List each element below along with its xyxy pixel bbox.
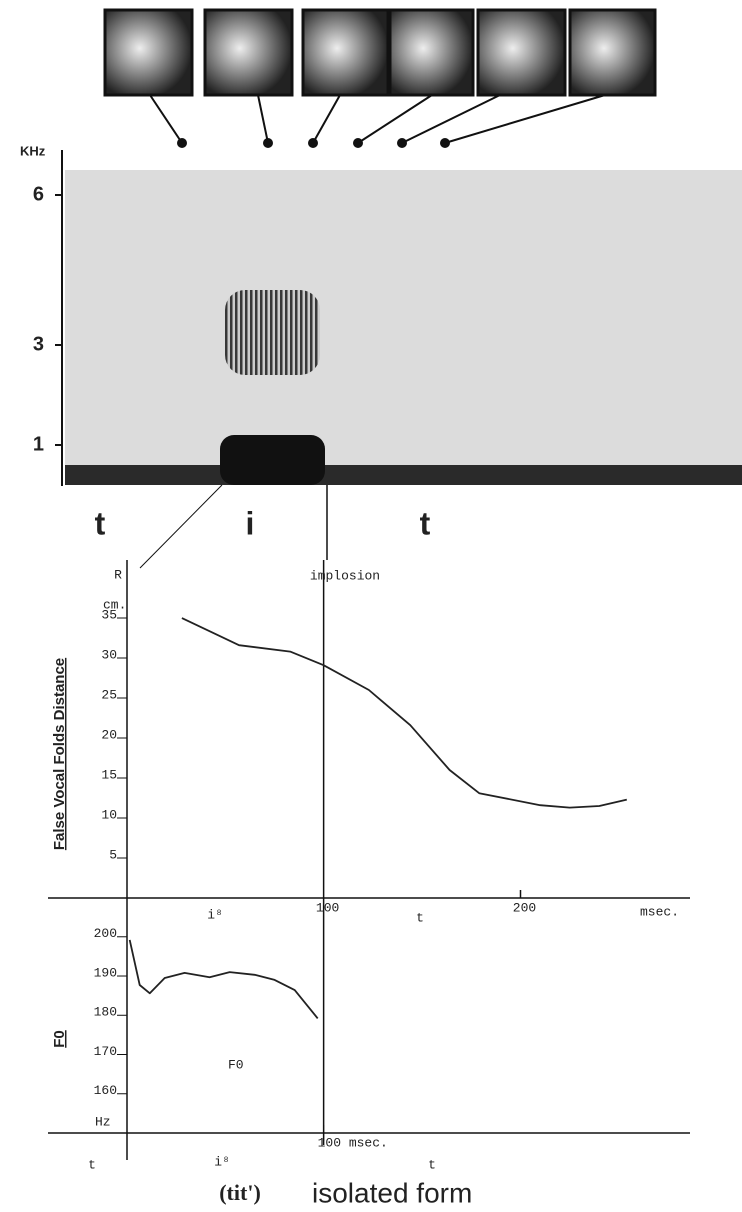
voicing-bar (220, 435, 325, 485)
annotation: implosion (310, 568, 380, 583)
phase-label: i⁸ (214, 1154, 230, 1169)
y-tick-label: 30 (101, 647, 117, 662)
spectrogram-background (65, 170, 742, 485)
y-unit: cm. (103, 597, 126, 612)
frame (568, 8, 657, 97)
y-tick-label: 1 (33, 433, 44, 455)
y-axis-label: False Vocal Folds Distance (51, 658, 68, 850)
frame-dots (177, 138, 450, 148)
phase-label: t (428, 1157, 436, 1172)
formant-region (225, 290, 320, 375)
frame (301, 8, 390, 97)
series-label: F0 (228, 1057, 244, 1072)
transcription: (tit') (219, 1180, 261, 1205)
y-tick-label: 160 (94, 1083, 117, 1098)
x-tick-label: 100 (316, 900, 339, 915)
boundary-line (139, 484, 223, 569)
phase-label: t (416, 910, 424, 925)
y-tick-label: 3 (33, 333, 44, 355)
frame (476, 8, 567, 97)
y-tick-label: 180 (94, 1005, 117, 1020)
y-tick-label: 170 (94, 1044, 117, 1059)
y-unit: Hz (95, 1114, 111, 1129)
segment-label: t (95, 505, 106, 541)
annotation: R (114, 567, 122, 582)
frame (103, 8, 194, 97)
frame-pointers (149, 94, 606, 144)
data-line (128, 939, 319, 1019)
y-tick-label: 20 (101, 727, 117, 742)
y-tick-label: 25 (101, 687, 117, 702)
x-unit: msec. (640, 904, 679, 919)
y-axis-label: F0 (51, 1030, 68, 1048)
segment-label: i (246, 505, 255, 541)
y-tick-label: 35 (101, 607, 117, 622)
y-tick-label: 200 (94, 926, 117, 941)
y-unit: KHz (20, 143, 46, 158)
x-tick-label: 200 (513, 900, 536, 915)
y-tick-label: 6 (33, 183, 44, 205)
y-tick-label: 10 (101, 807, 117, 822)
y-tick-label: 15 (101, 767, 117, 782)
y-tick-label: 5 (109, 847, 117, 862)
spectrogram (61, 150, 742, 569)
caption-label: isolated form (312, 1177, 472, 1208)
segment-label: t (420, 505, 431, 541)
frame (203, 8, 294, 97)
low-band (65, 465, 742, 485)
y-tick-label: 190 (94, 965, 117, 980)
phase-label: i⁸ (207, 907, 223, 922)
phase-label: t (88, 1157, 96, 1172)
video-frames (103, 8, 657, 148)
frame (388, 8, 475, 97)
x-tick-label: 100 msec. (318, 1135, 388, 1150)
data-line (181, 617, 628, 809)
